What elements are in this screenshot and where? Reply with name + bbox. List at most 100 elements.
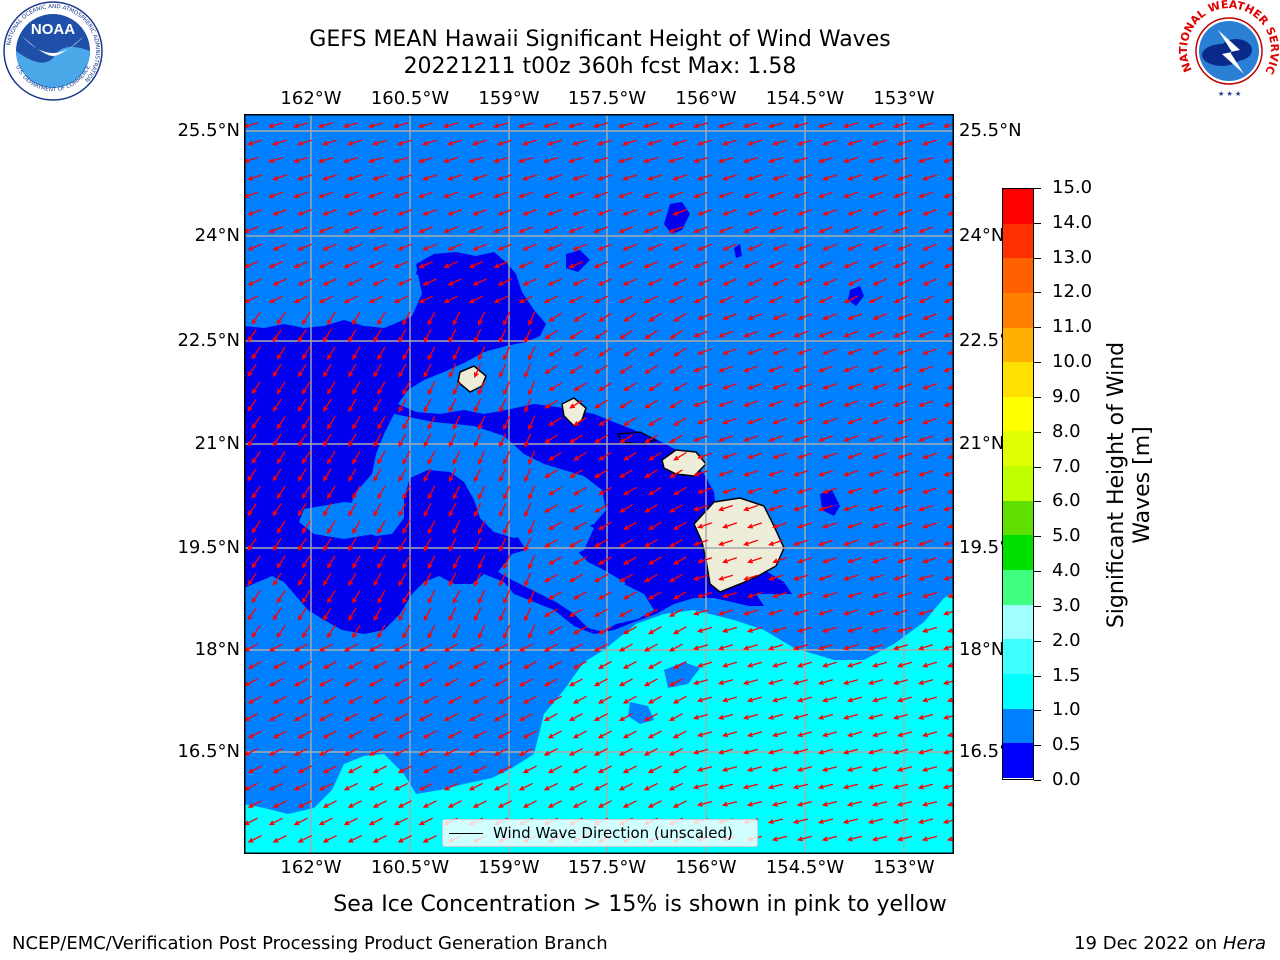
wave-direction-arrow bbox=[398, 468, 407, 483]
wave-direction-arrow bbox=[767, 679, 783, 686]
wave-direction-arrow bbox=[922, 382, 938, 390]
wave-direction-arrow bbox=[423, 468, 432, 483]
wave-direction-arrow bbox=[547, 278, 562, 286]
wave-direction-arrow bbox=[922, 313, 937, 321]
wave-direction-arrow bbox=[672, 765, 687, 774]
wave-direction-arrow bbox=[918, 539, 934, 546]
wave-direction-arrow bbox=[918, 365, 933, 373]
wave-direction-arrow bbox=[493, 748, 508, 756]
wave-direction-arrow bbox=[767, 748, 784, 755]
wave-direction-arrow bbox=[922, 348, 937, 355]
wave-direction-arrow bbox=[867, 748, 884, 755]
wave-direction-arrow bbox=[648, 486, 662, 496]
wave-direction-arrow bbox=[943, 471, 954, 477]
wave-direction-arrow bbox=[427, 450, 436, 465]
wave-direction-arrow bbox=[422, 730, 437, 739]
wave-direction-arrow bbox=[452, 520, 461, 535]
wave-direction-arrow bbox=[443, 678, 458, 687]
wave-direction-arrow bbox=[792, 783, 809, 790]
wave-direction-arrow bbox=[843, 400, 859, 407]
wave-direction-arrow bbox=[696, 139, 712, 146]
wave-direction-arrow bbox=[673, 626, 687, 635]
wave-direction-arrow bbox=[443, 713, 458, 722]
wave-direction-arrow bbox=[267, 122, 284, 129]
wave-direction-arrow bbox=[301, 311, 311, 326]
colorbar-segment bbox=[1003, 535, 1033, 571]
wave-direction-arrow bbox=[322, 243, 337, 251]
wave-direction-arrow bbox=[693, 609, 708, 616]
wave-direction-arrow bbox=[594, 330, 608, 340]
wave-direction-arrow bbox=[818, 226, 833, 234]
wave-direction-arrow bbox=[747, 591, 762, 599]
wave-direction-arrow bbox=[397, 730, 412, 739]
wave-direction-arrow bbox=[867, 644, 883, 651]
wave-direction-arrow bbox=[276, 450, 286, 465]
wave-direction-arrow bbox=[518, 748, 533, 756]
wave-direction-arrow bbox=[347, 800, 362, 808]
wave-direction-arrow bbox=[293, 678, 308, 687]
wave-direction-arrow bbox=[818, 295, 833, 304]
wave-direction-arrow bbox=[643, 608, 658, 617]
wave-direction-arrow bbox=[447, 174, 463, 181]
wave-direction-arrow bbox=[843, 574, 858, 581]
lat-label-left: 18°N bbox=[194, 639, 240, 660]
wave-direction-arrow bbox=[352, 590, 361, 604]
wave-direction-arrow bbox=[272, 329, 282, 343]
wave-direction-arrow bbox=[522, 765, 537, 774]
lon-label-top: 154.5°W bbox=[765, 88, 845, 109]
wave-direction-arrow bbox=[542, 122, 559, 129]
wave-direction-arrow bbox=[522, 208, 537, 216]
wave-direction-arrow bbox=[573, 417, 587, 426]
wave-direction-arrow bbox=[418, 156, 433, 164]
wave-direction-arrow bbox=[427, 381, 436, 396]
wave-direction-arrow bbox=[472, 243, 487, 251]
wave-direction-arrow bbox=[822, 557, 837, 564]
wave-direction-arrow bbox=[792, 748, 809, 755]
wave-direction-arrow bbox=[793, 261, 808, 269]
wave-direction-arrow bbox=[297, 398, 307, 413]
wave-direction-arrow bbox=[499, 468, 507, 483]
wave-direction-arrow bbox=[327, 624, 336, 639]
wave-direction-arrow bbox=[847, 557, 862, 564]
wave-direction-arrow bbox=[867, 713, 883, 720]
wave-direction-arrow bbox=[497, 660, 512, 669]
wave-direction-arrow bbox=[722, 487, 738, 494]
wave-direction-arrow bbox=[568, 678, 583, 687]
wave-direction-arrow bbox=[643, 295, 658, 304]
lon-label-bottom: 160.5°W bbox=[370, 857, 450, 878]
wave-direction-arrow bbox=[893, 191, 909, 199]
wave-direction-arrow bbox=[352, 346, 361, 361]
wave-direction-arrow bbox=[594, 364, 608, 374]
wave-direction-arrow bbox=[896, 139, 912, 146]
wave-direction-arrow bbox=[797, 487, 813, 494]
colorbar-tick-mark bbox=[1034, 571, 1041, 573]
wave-direction-arrow bbox=[871, 731, 888, 738]
wave-direction-arrow bbox=[548, 417, 562, 426]
lat-label-right: 21°N bbox=[959, 433, 1005, 454]
wave-direction-arrow bbox=[597, 800, 612, 808]
wave-direction-arrow bbox=[517, 122, 534, 129]
wave-direction-arrow bbox=[268, 643, 283, 652]
wave-direction-arrow bbox=[821, 626, 837, 633]
wave-direction-arrow bbox=[917, 713, 933, 720]
wave-direction-arrow bbox=[793, 470, 809, 477]
colorbar-tick-mark bbox=[1034, 431, 1041, 433]
wave-direction-arrow bbox=[544, 399, 558, 409]
wave-direction-arrow bbox=[293, 261, 308, 269]
wave-direction-arrow bbox=[743, 400, 759, 407]
wave-direction-arrow bbox=[276, 311, 286, 325]
wave-direction-arrow bbox=[528, 589, 536, 605]
wave-direction-arrow bbox=[524, 468, 532, 483]
wave-direction-arrow bbox=[618, 678, 633, 687]
wave-direction-arrow bbox=[767, 644, 783, 651]
wave-direction-arrow bbox=[524, 502, 532, 518]
wave-direction-arrow bbox=[668, 573, 683, 583]
wave-direction-arrow bbox=[568, 643, 583, 652]
wave-direction-arrow bbox=[468, 226, 483, 234]
wave-direction-arrow bbox=[373, 398, 382, 413]
wave-direction-arrow bbox=[922, 278, 937, 286]
wave-direction-arrow bbox=[771, 835, 788, 842]
wave-direction-arrow bbox=[478, 555, 486, 570]
wave-direction-arrow bbox=[567, 122, 584, 129]
wave-direction-arrow bbox=[843, 156, 858, 164]
